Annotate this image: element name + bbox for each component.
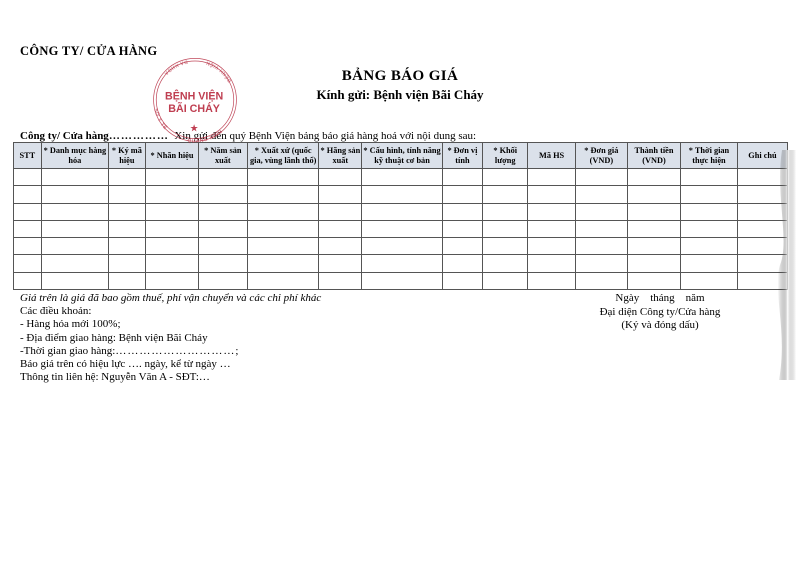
svg-text:BÃI CHÁY: BÃI CHÁY bbox=[168, 102, 220, 115]
svg-text:BỆNH VIỆN: BỆNH VIỆN bbox=[165, 89, 223, 102]
svg-text:QUẢNG NINH: QUẢNG NINH bbox=[187, 129, 224, 145]
svg-text:ĐA KHOA: ĐA KHOA bbox=[162, 58, 188, 76]
svg-text:SỞ Y TẾ: SỞ Y TẾ bbox=[152, 108, 169, 132]
svg-text:BỆNH VIỆN: BỆNH VIỆN bbox=[205, 59, 233, 83]
